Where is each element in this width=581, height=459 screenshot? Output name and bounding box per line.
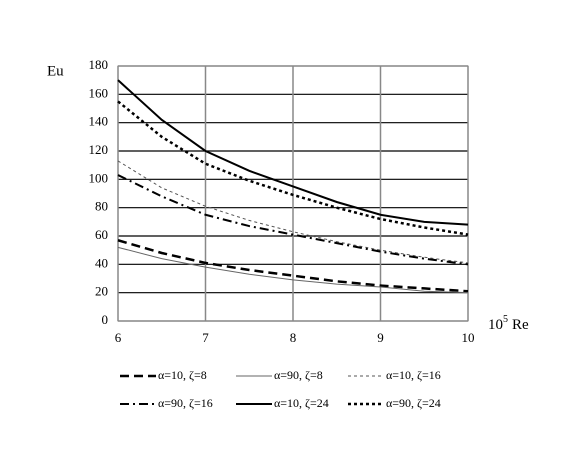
- y-tick-label: 80: [95, 199, 108, 214]
- y-tick-label: 180: [89, 57, 109, 72]
- x-label-unit: Re: [512, 317, 529, 333]
- x-tick-label: 6: [115, 330, 122, 345]
- y-tick-label: 40: [95, 255, 108, 270]
- x-axis-label: 105 Re: [488, 314, 529, 333]
- y-tick-label: 60: [95, 227, 108, 242]
- legend-label: α=10, ζ=24: [274, 396, 329, 410]
- series-line: [117, 174, 469, 266]
- series-line: [117, 160, 469, 264]
- series-line: [117, 246, 469, 294]
- x-tick-label: 9: [377, 330, 384, 345]
- legend-label: α=10, ζ=8: [158, 368, 207, 382]
- series-line: [117, 100, 469, 236]
- series-line: [117, 79, 469, 226]
- y-tick-label: 20: [95, 284, 108, 299]
- y-tick-label: 160: [89, 85, 109, 100]
- legend-label: α=90, ζ=16: [158, 396, 213, 410]
- y-axis-label: Eu: [47, 63, 64, 79]
- x-tick-label: 10: [462, 330, 475, 345]
- y-tick-label: 120: [89, 142, 109, 157]
- series-line: [117, 239, 469, 293]
- legend-label: α=10, ζ=16: [386, 368, 441, 382]
- plot-frame: [117, 65, 469, 322]
- y-tick-label: 100: [89, 170, 109, 185]
- y-tick-label: 140: [89, 114, 109, 129]
- y-tick-label: 0: [102, 312, 109, 327]
- x-tick-label: 7: [202, 330, 209, 345]
- x-label-exponent: 5: [503, 314, 508, 325]
- x-label-base: 10: [488, 317, 503, 333]
- x-tick-label: 8: [290, 330, 297, 345]
- legend-label: α=90, ζ=8: [274, 368, 323, 382]
- legend-label: α=90, ζ=24: [386, 396, 441, 410]
